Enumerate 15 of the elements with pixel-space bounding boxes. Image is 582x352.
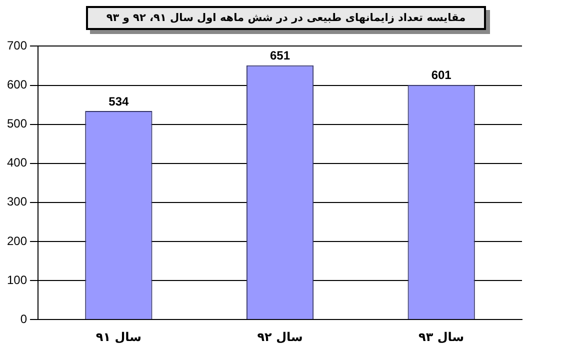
data-label: 651 xyxy=(270,48,290,63)
y-tick-label: 0 xyxy=(20,312,28,326)
y-tick-label: 600 xyxy=(6,78,28,92)
y-tick-label: 700 xyxy=(6,38,28,53)
y-tick-label: 100 xyxy=(6,272,28,287)
data-label: 534 xyxy=(108,94,130,108)
data-label: 601 xyxy=(431,68,452,82)
y-tick-label: 300 xyxy=(6,194,28,209)
x-tick-label: سال ۹۱ xyxy=(96,330,142,344)
chart-title: مقایسه تعداد زایمانهای طبیعی در در شش ماهه اول سال ۹۱، ۹۲ و ۹۳ xyxy=(86,6,486,30)
y-tick-label: 400 xyxy=(6,156,28,170)
y-tick-label: 200 xyxy=(6,234,28,248)
x-tick-label: سال ۹۲ xyxy=(257,330,303,344)
y-tick-label: 500 xyxy=(6,116,28,131)
x-tick-label: سال ۹۳ xyxy=(418,330,464,344)
